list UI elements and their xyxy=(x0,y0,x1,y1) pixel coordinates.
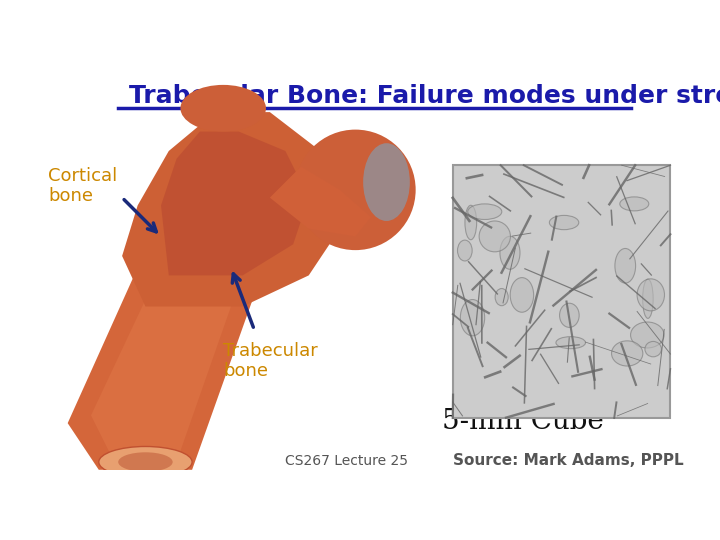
Ellipse shape xyxy=(549,215,579,230)
Polygon shape xyxy=(453,165,670,418)
Ellipse shape xyxy=(468,204,502,219)
Text: Trabecular
bone: Trabecular bone xyxy=(223,341,318,380)
Polygon shape xyxy=(270,166,371,237)
Polygon shape xyxy=(68,256,254,470)
Ellipse shape xyxy=(556,336,585,349)
Text: CS267 Lecture 25: CS267 Lecture 25 xyxy=(285,454,408,468)
Ellipse shape xyxy=(181,85,266,132)
Ellipse shape xyxy=(495,288,508,306)
Ellipse shape xyxy=(510,278,534,312)
Text: 04/25/05: 04/25/05 xyxy=(118,454,180,468)
Text: 5-mm Cube: 5-mm Cube xyxy=(441,408,603,435)
Ellipse shape xyxy=(500,237,520,269)
Ellipse shape xyxy=(611,341,643,366)
Ellipse shape xyxy=(457,240,472,261)
Ellipse shape xyxy=(559,303,579,327)
Polygon shape xyxy=(161,132,309,275)
Ellipse shape xyxy=(631,322,664,348)
Ellipse shape xyxy=(479,221,510,252)
Circle shape xyxy=(295,130,415,250)
Text: Trabecular Bone: Failure modes under stress: Trabecular Bone: Failure modes under str… xyxy=(129,84,720,107)
Ellipse shape xyxy=(643,279,653,319)
Ellipse shape xyxy=(363,143,410,221)
Polygon shape xyxy=(91,275,231,462)
Text: Cortical
bone: Cortical bone xyxy=(48,166,117,205)
Ellipse shape xyxy=(637,279,665,311)
Ellipse shape xyxy=(118,453,173,472)
Text: Source: Mark Adams, PPPL: Source: Mark Adams, PPPL xyxy=(453,453,683,468)
Polygon shape xyxy=(122,112,340,307)
Ellipse shape xyxy=(465,205,477,240)
Ellipse shape xyxy=(615,248,636,283)
Ellipse shape xyxy=(645,341,662,357)
Ellipse shape xyxy=(620,197,649,211)
Ellipse shape xyxy=(99,447,192,477)
Ellipse shape xyxy=(460,300,485,336)
